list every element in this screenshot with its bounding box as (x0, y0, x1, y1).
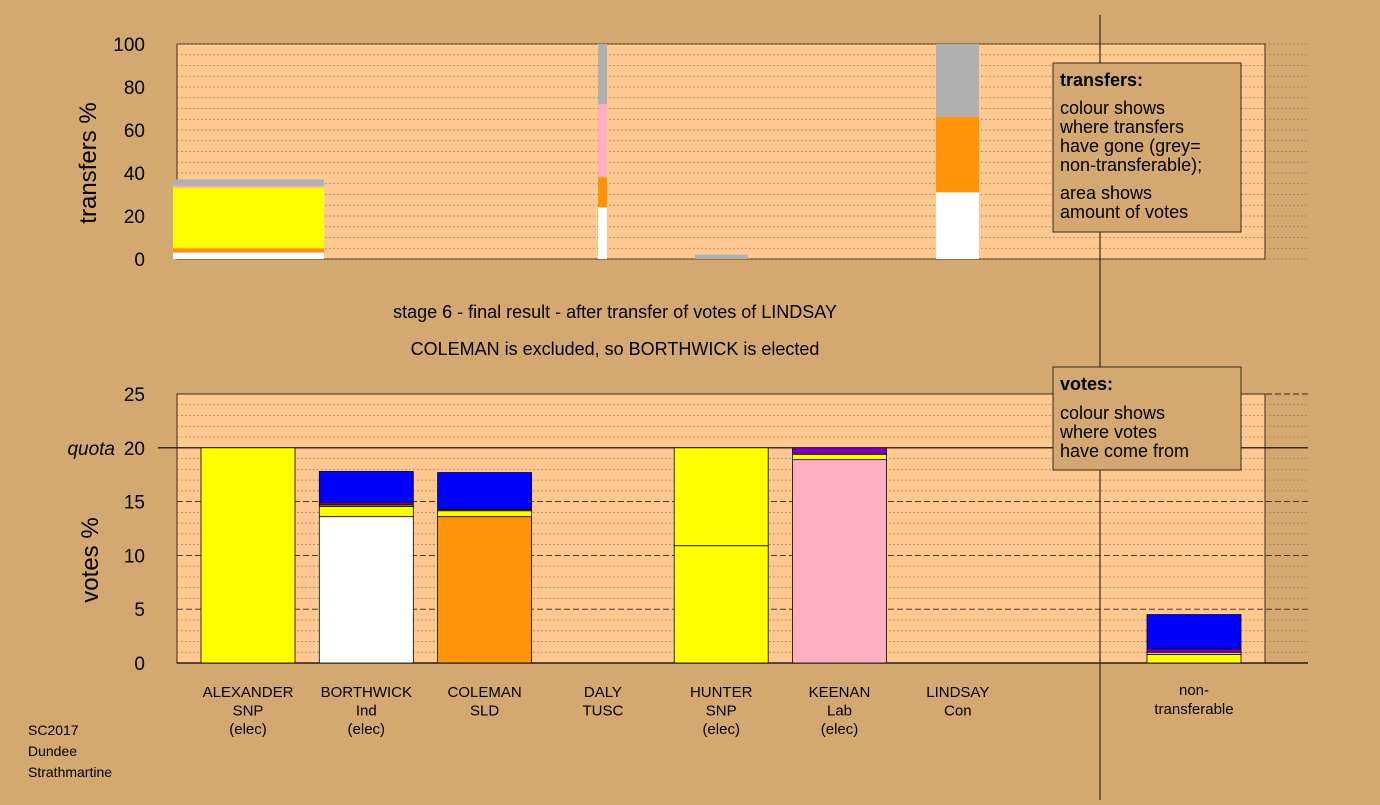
votes-bar-segment (673, 545, 769, 664)
transfers-bar-segment (695, 254, 748, 259)
votes-ytick-label: 10 (124, 546, 145, 567)
transfers-bar-segment (598, 104, 607, 178)
votes-category-label: COLEMAN (448, 684, 522, 701)
legend-votes-line-3: have come from (1060, 441, 1189, 461)
votes-category-label: (elec) (229, 721, 267, 738)
nontransferable-label: non- (1179, 682, 1209, 699)
legend-transfers-box (1052, 62, 1242, 233)
votes-category-label: (elec) (821, 721, 859, 738)
votes-bar-segment (792, 459, 887, 664)
votes-category-label: HUNTER (690, 684, 753, 701)
votes-category-label: SLD (470, 703, 499, 720)
transfers-bar-segment (173, 185, 324, 189)
nontransferable-label: transferable (1154, 701, 1233, 718)
nontransferable-bar-segment (1146, 614, 1242, 650)
legend-votes: votes: colour shows where votes have com… (1052, 366, 1242, 471)
votes-bar-segment (318, 506, 414, 518)
footer-line-3: Strathmartine (28, 764, 112, 780)
transfers-ytick-label: 100 (113, 35, 145, 56)
legend-transfers: transfers: colour shows where transfers … (1052, 62, 1242, 233)
legend-transfers-title: transfers: (1060, 70, 1143, 90)
nontransferable-bar-segment (1146, 653, 1242, 664)
votes-bar-segment (318, 516, 414, 664)
stage-caption-line1: stage 6 - final result - after transfer … (393, 302, 837, 322)
legend-votes-title: votes: (1060, 374, 1113, 394)
legend-votes-box (1052, 366, 1242, 471)
transfers-bar-segment (598, 44, 607, 105)
quota-label: quota (67, 439, 115, 460)
legend-votes-line-2: where votes (1059, 422, 1157, 442)
transfers-bar-segment (173, 252, 324, 259)
votes-ytick-label: 0 (134, 654, 145, 675)
transfers-bar-segment (173, 188, 324, 249)
transfers-ytick-label: 80 (124, 78, 145, 99)
votes-category-label: KEENAN (809, 684, 871, 701)
votes-bar-segment (792, 447, 887, 455)
transfers-ytick-label: 60 (124, 121, 145, 142)
votes-bar-segment (792, 453, 887, 461)
votes-category-label: BORTHWICK (321, 684, 412, 701)
votes-ytick-label: 20 (124, 439, 145, 460)
transfers-bar-segment (936, 44, 979, 118)
votes-category-label: Lab (827, 703, 852, 720)
votes-category-label: SNP (706, 703, 737, 720)
transfers-ytick-label: 40 (124, 164, 145, 185)
votes-ytick-label: 5 (134, 600, 145, 621)
transfers-bar-segment (936, 192, 979, 259)
votes-category-label: (elec) (702, 721, 740, 738)
nontransferable-bar-segment (1146, 648, 1242, 653)
votes-bar-segment (437, 472, 533, 511)
votes-axis-label: votes % (77, 517, 104, 602)
footer-line-1: SC2017 (28, 722, 79, 738)
votes-category-label: Con (944, 703, 972, 720)
legend-transfers-line-3: have gone (grey= (1060, 136, 1201, 156)
votes-bar-segment (318, 471, 414, 504)
votes-bar-segment (437, 516, 533, 664)
votes-ytick-label: 25 (124, 385, 145, 406)
votes-category-label: TUSC (582, 703, 623, 720)
legend-transfers-line-6: amount of votes (1060, 202, 1188, 222)
stage-caption-line2: COLEMAN is excluded, so BORTHWICK is ele… (411, 339, 820, 359)
votes-bar-segment (200, 447, 296, 664)
votes-bar-segment (437, 510, 533, 518)
votes-category-label: LINDSAY (926, 684, 989, 701)
votes-chart: ALEXANDERSNP(elec)BORTHWICKInd(elec)COLE… (67, 385, 1308, 738)
transfers-bar-segment (173, 179, 324, 186)
votes-category-label: (elec) (348, 721, 386, 738)
transfers-bar-segment (598, 207, 607, 259)
votes-category-label: ALEXANDER (203, 684, 294, 701)
transfers-ytick-label: 20 (124, 207, 145, 228)
transfers-bar-segment (936, 117, 979, 193)
votes-category-label: SNP (233, 703, 264, 720)
votes-ytick-label: 15 (124, 493, 145, 514)
legend-transfers-line-5: area shows (1060, 183, 1152, 203)
legend-transfers-line-2: where transfers (1059, 117, 1184, 137)
transfers-bar-segment (173, 248, 324, 253)
legend-transfers-line-1: colour shows (1060, 98, 1165, 118)
votes-category-label: DALY (584, 684, 622, 701)
transfers-ytick-label: 0 (134, 250, 145, 271)
transfers-bar-segment (598, 177, 607, 208)
votes-category-label: Ind (356, 703, 377, 720)
transfers-axis-label: transfers % (75, 102, 102, 223)
votes-bar-segment (673, 447, 769, 547)
footer-line-2: Dundee (28, 743, 77, 759)
legend-transfers-line-4: non-transferable); (1060, 155, 1202, 175)
legend-votes-line-1: colour shows (1060, 403, 1165, 423)
